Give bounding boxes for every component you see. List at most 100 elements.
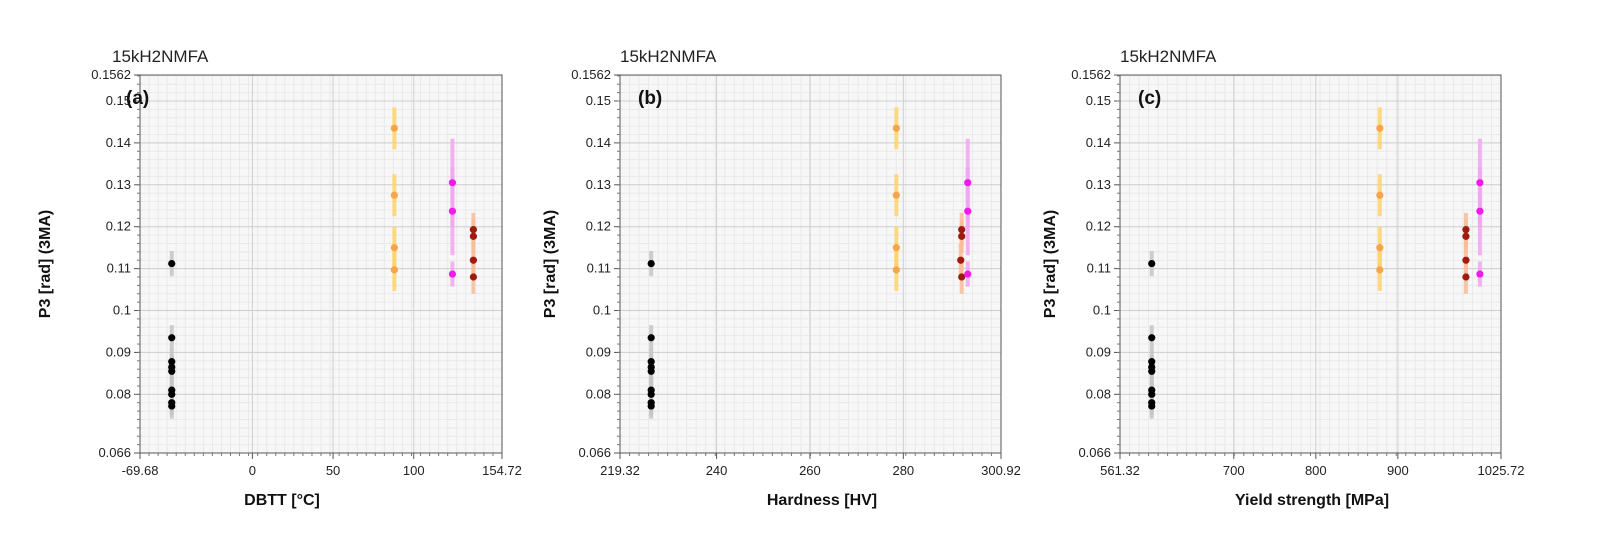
y-tick-label: 0.12 xyxy=(1086,219,1111,234)
x-tick-label: 219.32 xyxy=(600,463,640,478)
y-axis-title: P3 [rad] (3MA) xyxy=(37,210,54,318)
point-magenta xyxy=(964,207,972,215)
y-tick-label: 0.11 xyxy=(107,261,131,276)
y-tick-label: 0.1562 xyxy=(571,67,611,82)
y-tick-label: 0.09 xyxy=(1086,344,1111,359)
point-magenta xyxy=(448,207,457,215)
y-tick-label: 0.1 xyxy=(113,303,131,318)
point-darkred xyxy=(1462,226,1470,234)
x-axis-title: DBTT [°C] xyxy=(244,492,320,509)
panel-label: (b) xyxy=(638,88,662,109)
point-darkred xyxy=(469,256,478,264)
minor-grid xyxy=(140,75,502,453)
x-tick-label: -69.68 xyxy=(122,463,159,478)
x-tick-label: 1025.72 xyxy=(1478,463,1525,478)
point-black xyxy=(168,402,176,410)
y-tick-label: 0.15 xyxy=(1086,93,1111,108)
y-axis-title: P3 [rad] (3MA) xyxy=(1042,210,1059,318)
point-black xyxy=(647,259,655,268)
minor-grid xyxy=(620,75,1001,453)
x-axis-title: Hardness [HV] xyxy=(767,492,877,509)
y-tick-label: 0.1 xyxy=(1093,303,1111,318)
x-tick-label: 0 xyxy=(249,463,256,478)
point-orange xyxy=(1376,266,1384,274)
point-black xyxy=(647,358,655,366)
point-black xyxy=(647,402,655,410)
x-tick-label: 100 xyxy=(403,463,425,478)
y-tick-label: 0.15 xyxy=(586,93,611,108)
point-darkred xyxy=(957,256,965,264)
point-orange xyxy=(892,266,900,274)
x-tick-label: 280 xyxy=(892,463,914,478)
point-orange xyxy=(390,244,398,252)
x-tick-label: 900 xyxy=(1387,463,1409,478)
point-orange xyxy=(390,266,398,274)
chart-panel-c: 561.32 700 800 900 1025.72 0.066 0.08 0.09 0.1 0.… xyxy=(1042,47,1525,509)
y-tick-label: 0.12 xyxy=(586,219,611,234)
y-tick-label: 0.13 xyxy=(586,177,611,192)
point-black xyxy=(168,358,176,366)
x-axis-title: Yield strength [MPa] xyxy=(1235,492,1389,509)
y-tick-label: 0.14 xyxy=(586,135,611,150)
point-magenta xyxy=(1476,270,1484,278)
chart-title: 15kH2NMFA xyxy=(112,47,209,66)
point-darkred xyxy=(469,226,478,234)
y-tick-label: 0.09 xyxy=(106,344,131,359)
point-orange xyxy=(1376,124,1384,132)
y-tick-label: 0.1 xyxy=(593,303,611,318)
y-tick-label: 0.08 xyxy=(106,386,131,401)
chart-panel-a: -69.68 0 50 100 154.72 0.066 0.08 0.09 0.1 0.11 0.… xyxy=(37,47,522,509)
y-tick-label: 0.09 xyxy=(586,344,611,359)
point-magenta xyxy=(1476,207,1484,215)
point-magenta xyxy=(964,179,972,187)
x-tick-label: 260 xyxy=(799,463,821,478)
point-black xyxy=(647,367,655,375)
y-tick-label: 0.066 xyxy=(578,445,611,460)
point-black xyxy=(1148,390,1156,398)
axis-ticks: -69.68 0 50 100 154.72 0.066 0.08 0.09 0.1 0.11 0.… xyxy=(91,67,522,478)
y-tick-label: 0.14 xyxy=(106,135,131,150)
point-orange xyxy=(1376,244,1384,252)
panel-label: (a) xyxy=(126,88,149,109)
point-black xyxy=(647,334,655,342)
point-black xyxy=(168,259,176,268)
y-tick-label: 0.1562 xyxy=(1071,67,1111,82)
point-black xyxy=(168,367,176,375)
point-magenta xyxy=(1476,179,1484,187)
y-tick-label: 0.066 xyxy=(98,445,131,460)
x-tick-label: 300.92 xyxy=(981,463,1021,478)
y-tick-label: 0.15 xyxy=(106,93,131,108)
data-marks xyxy=(647,107,972,419)
y-axis-title: P3 [rad] (3MA) xyxy=(542,210,559,318)
x-tick-label: 50 xyxy=(326,463,340,478)
point-black xyxy=(647,390,655,398)
y-tick-label: 0.14 xyxy=(1086,135,1111,150)
point-black xyxy=(1148,334,1156,342)
y-tick-label: 0.066 xyxy=(1078,445,1111,460)
point-darkred xyxy=(958,273,966,281)
y-tick-label: 0.08 xyxy=(586,386,611,401)
point-darkred xyxy=(958,232,966,240)
panel-label: (c) xyxy=(1138,88,1161,109)
data-marks xyxy=(168,107,478,419)
point-darkred xyxy=(1462,273,1470,281)
y-tick-label: 0.11 xyxy=(587,261,611,276)
point-darkred xyxy=(1462,232,1470,240)
axis-ticks: 561.32 700 800 900 1025.72 0.066 0.08 0.09 0.1 0.… xyxy=(1071,67,1524,478)
point-orange xyxy=(892,124,900,132)
chart-panel-b: 219.32 240 260 280 300.92 0.066 0.08 0.09 0.1 0.1… xyxy=(542,47,1021,509)
y-tick-label: 0.12 xyxy=(106,219,131,234)
point-darkred xyxy=(958,226,966,234)
point-black xyxy=(1148,367,1156,375)
point-black xyxy=(1148,358,1156,366)
data-marks xyxy=(1148,107,1484,419)
point-magenta xyxy=(964,270,972,278)
point-black xyxy=(168,390,176,398)
point-black xyxy=(1148,402,1156,410)
x-tick-label: 561.32 xyxy=(1100,463,1140,478)
x-tick-label: 700 xyxy=(1223,463,1245,478)
point-orange xyxy=(892,191,900,199)
y-tick-label: 0.11 xyxy=(1087,261,1111,276)
minor-grid xyxy=(1120,75,1501,453)
